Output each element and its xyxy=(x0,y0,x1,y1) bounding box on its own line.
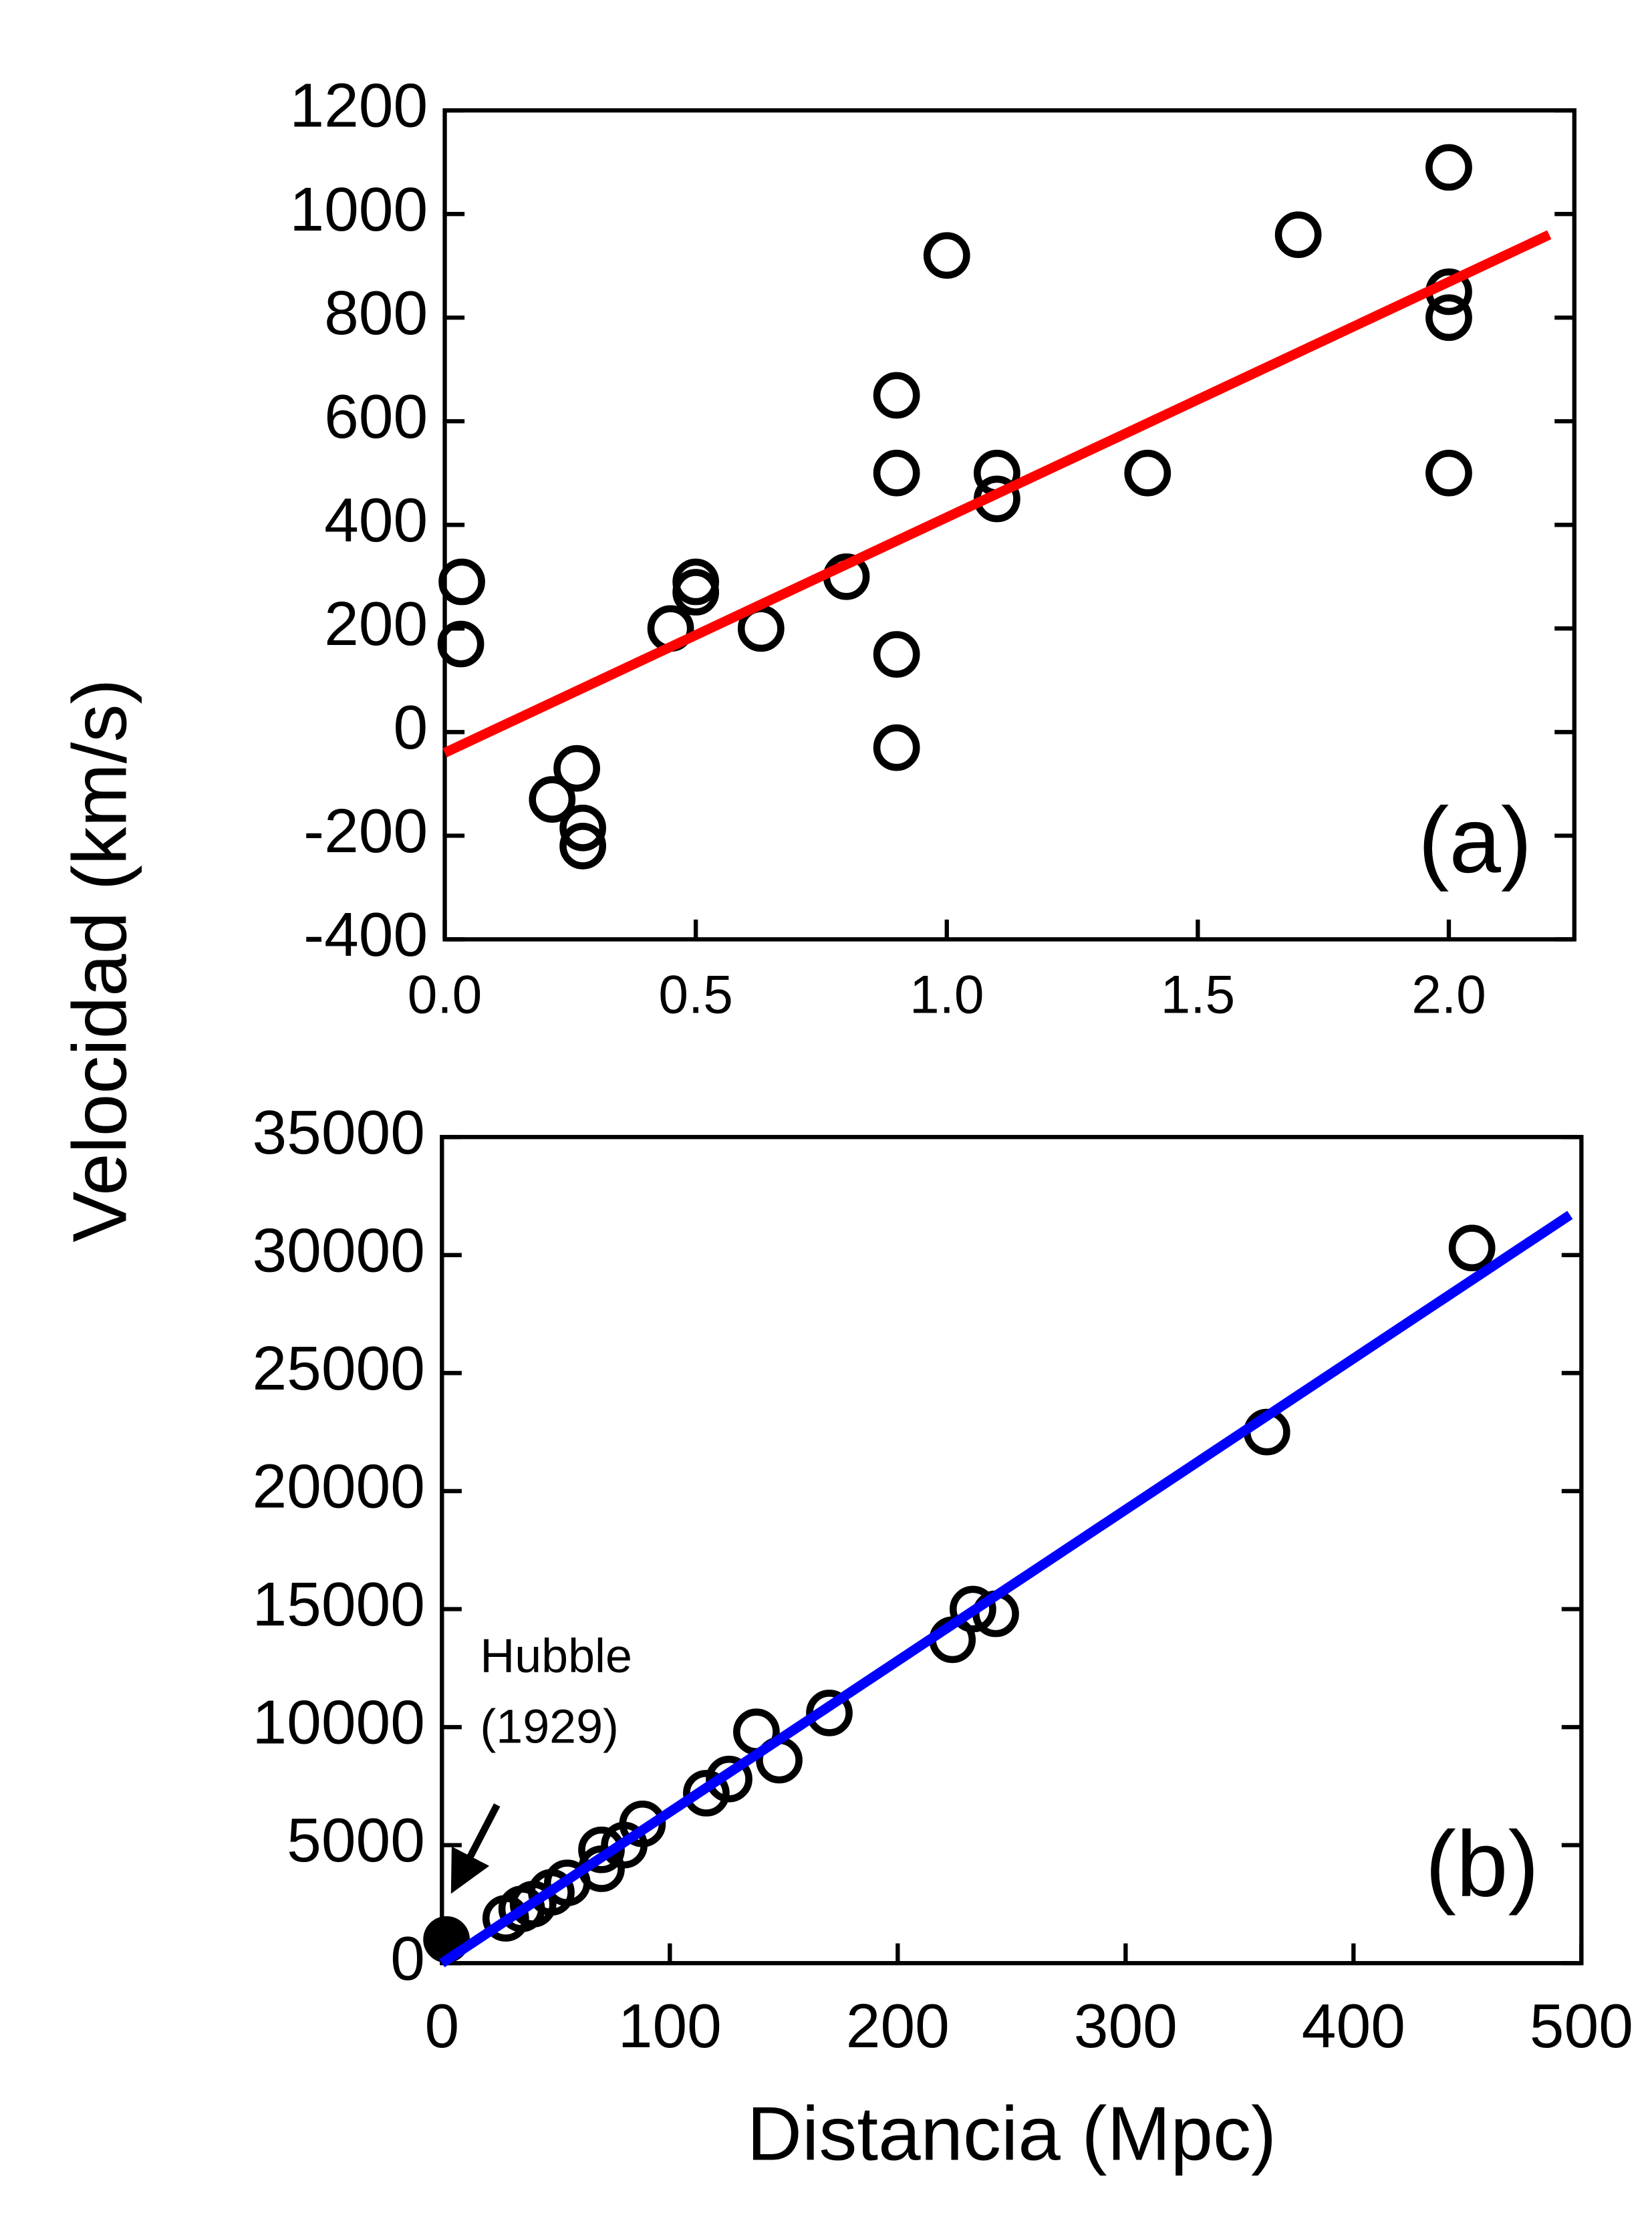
data-point xyxy=(619,1800,666,1847)
fit-line xyxy=(439,1210,1573,1968)
annotation: Hubble xyxy=(480,1629,632,1683)
data-point xyxy=(873,631,920,678)
x-tick-label: 400 xyxy=(1302,1991,1405,2061)
y-tick-label: 1200 xyxy=(289,71,428,140)
annotation-arrow xyxy=(450,1803,501,1894)
x-tick-label: 0.0 xyxy=(408,964,483,1025)
fit-line xyxy=(442,230,1552,758)
x-tick-label: 100 xyxy=(618,1991,722,2061)
x-tick-label: 1.5 xyxy=(1161,964,1236,1025)
y-tick-label: 800 xyxy=(324,278,428,348)
data-point xyxy=(529,776,576,823)
y-tick-label: 0 xyxy=(393,692,428,762)
x-tick-label: 200 xyxy=(846,1991,950,2061)
data-point xyxy=(923,232,970,279)
y-tick-label: 35000 xyxy=(252,1097,424,1167)
x-tick-label: 0 xyxy=(424,1991,459,2061)
panel-label: (a) xyxy=(1418,788,1532,892)
y-tick-label: 30000 xyxy=(252,1215,424,1285)
y-tick-label: 10000 xyxy=(252,1688,424,1757)
data-point xyxy=(1274,211,1322,259)
data-point xyxy=(1425,144,1472,191)
y-tick-label: -200 xyxy=(303,796,428,866)
x-tick-label: 1.0 xyxy=(910,964,984,1025)
data-point xyxy=(438,558,485,606)
data-point xyxy=(706,1755,752,1803)
y-tick-label: 1000 xyxy=(289,174,428,244)
data-point xyxy=(873,372,920,419)
data-point xyxy=(1425,294,1472,342)
data-point xyxy=(559,823,606,870)
x-tick-label: 2.0 xyxy=(1411,964,1486,1025)
data-point xyxy=(873,724,920,771)
x-tick-label: 500 xyxy=(1530,1991,1633,2061)
annotation: (1929) xyxy=(480,1700,619,1754)
y-tick-label: 200 xyxy=(324,589,428,658)
y-axis-label: Velocidad (km/s) xyxy=(58,678,143,1242)
y-tick-label: 400 xyxy=(324,485,428,555)
y-tick-label: 600 xyxy=(324,382,428,451)
data-point xyxy=(950,1585,996,1633)
data-point xyxy=(559,804,606,852)
data-point xyxy=(1425,449,1472,497)
data-point xyxy=(806,1690,853,1736)
plot-frame xyxy=(440,1135,1584,1966)
data-point xyxy=(672,569,720,616)
y-tick-label: 0 xyxy=(390,1924,425,1993)
y-tick-label: 20000 xyxy=(252,1451,424,1521)
data-point xyxy=(1124,449,1172,497)
data-point xyxy=(553,745,600,792)
x-tick-label: 0.5 xyxy=(658,964,733,1025)
data-point xyxy=(873,449,920,497)
plot-frame xyxy=(442,108,1576,942)
data-point xyxy=(1448,1224,1496,1272)
panel-label: (b) xyxy=(1425,1812,1539,1916)
y-tick-label: 5000 xyxy=(287,1805,425,1875)
x-tick-label: 300 xyxy=(1074,1991,1178,2061)
y-tick-label: -400 xyxy=(303,900,428,969)
y-tick-label: 25000 xyxy=(252,1333,424,1403)
y-tick-label: 15000 xyxy=(252,1569,424,1639)
data-point xyxy=(437,620,485,668)
data-point xyxy=(683,1770,730,1817)
x-axis-label: Distancia (Mpc) xyxy=(747,2091,1276,2176)
